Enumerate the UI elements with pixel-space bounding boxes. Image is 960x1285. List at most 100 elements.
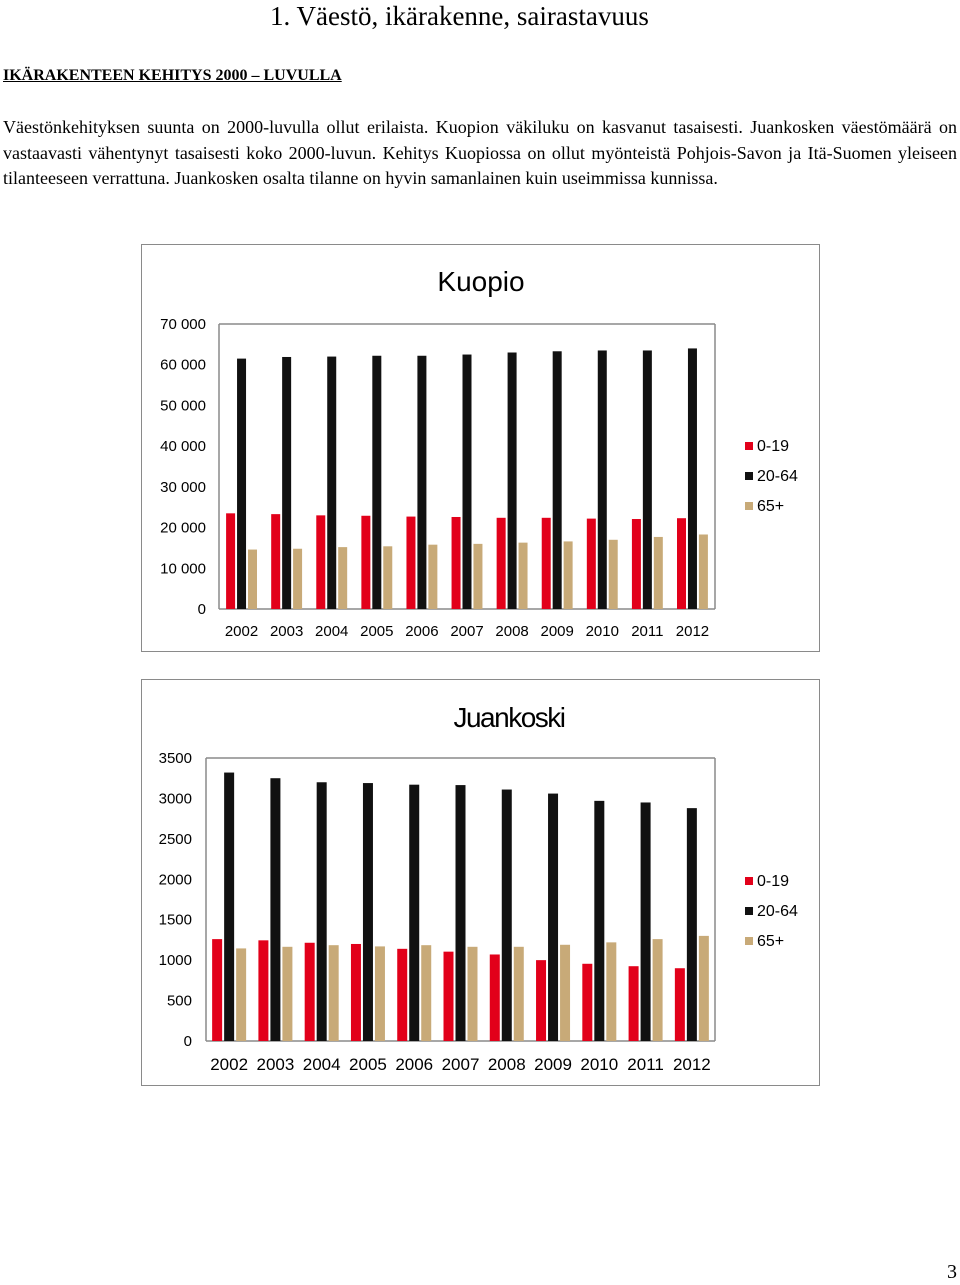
bar-0-19-2004 (304, 942, 315, 1041)
bar-65+-2008 (513, 946, 524, 1041)
bar-20-64-2010 (594, 800, 605, 1041)
legend-swatch-65+ (745, 502, 753, 510)
bar-65+-2004 (328, 945, 339, 1041)
x-tick-label: 2003 (270, 623, 303, 640)
bar-0-19-2008 (489, 954, 500, 1041)
bar-20-64-2011 (642, 350, 652, 609)
bar-20-64-2007 (462, 354, 472, 609)
bar-0-19-2012 (677, 518, 687, 609)
bar-65+-2010 (608, 539, 618, 609)
bar-65+-2003 (293, 548, 303, 609)
bar-65+-2007 (467, 946, 478, 1041)
bar-0-19-2002 (212, 939, 223, 1041)
x-tick-label: 2012 (673, 1055, 711, 1074)
bar-65+-2010 (606, 942, 617, 1041)
bar-0-19-2009 (541, 517, 551, 609)
bar-65+-2005 (374, 946, 385, 1041)
body-paragraph: Väestönkehityksen suunta on 2000-luvulla… (3, 117, 957, 189)
y-tick-label: 70 000 (160, 316, 206, 333)
x-tick-label: 2008 (488, 1055, 526, 1074)
bar-20-64-2009 (552, 351, 562, 609)
bar-20-64-2004 (327, 356, 337, 609)
x-tick-label: 2006 (405, 623, 438, 640)
bar-65+-2011 (652, 939, 663, 1041)
bar-20-64-2006 (409, 784, 420, 1041)
y-tick-label: 60 000 (160, 357, 206, 374)
bar-0-19-2005 (350, 943, 361, 1041)
x-tick-label: 2011 (627, 1055, 664, 1074)
y-tick-label: 50 000 (160, 397, 206, 414)
bar-0-19-2011 (631, 519, 641, 609)
bar-65+-2007 (473, 543, 483, 609)
bar-20-64-2003 (282, 356, 292, 609)
chart-title-kuopio: Kuopio (437, 266, 524, 297)
chart-juankoski: Juankoski 0 500 1000 1500 2000 2500 3000 3500 200… (141, 679, 820, 1086)
page-number: 3 (947, 1261, 957, 1283)
bar-20-64-2003 (270, 778, 281, 1041)
legend-label-20-64: 20-64 (757, 903, 798, 920)
legend-label-0-19: 0-19 (757, 438, 789, 455)
legend-label-65+: 65+ (757, 933, 784, 950)
bar-65+-2003 (282, 946, 293, 1041)
y-tick-label: 10 000 (160, 560, 206, 577)
bar-65+-2011 (653, 536, 663, 609)
bar-65+-2002 (236, 948, 247, 1041)
bar-0-19-2006 (397, 948, 408, 1041)
x-tick-label: 2005 (349, 1055, 387, 1074)
x-tick-label: 2003 (256, 1055, 294, 1074)
bar-65+-2009 (563, 541, 573, 609)
bar-0-19-2003 (258, 940, 269, 1041)
x-tick-label: 2010 (586, 623, 619, 640)
x-tick-label: 2005 (360, 623, 393, 640)
bar-65+-2006 (428, 544, 438, 609)
bar-20-64-2008 (507, 352, 517, 609)
legend-label-65+: 65+ (757, 498, 784, 515)
bar-65+-2005 (383, 546, 393, 609)
chart-title-juankoski: Juankoski (453, 702, 564, 733)
bar-20-64-2004 (316, 782, 327, 1041)
y-tick-label: 0 (184, 1033, 192, 1050)
x-tick-label: 2009 (540, 623, 573, 640)
bar-0-19-2007 (443, 951, 454, 1041)
section-subheading: IKÄRAKENTEEN KEHITYS 2000 – LUVULLA (3, 67, 342, 84)
x-tick-label: 2002 (210, 1055, 248, 1074)
chart-kuopio: Kuopio 0 10 000 20 000 30 000 40 000 50 000 60 … (141, 244, 820, 652)
bar-20-64-2006 (417, 355, 427, 609)
legend-swatch-0-19 (745, 442, 753, 450)
bar-0-19-2011 (628, 966, 639, 1041)
bar-20-64-2012 (687, 348, 697, 609)
x-tick-label: 2002 (225, 623, 258, 640)
bar-0-19-2012 (674, 968, 685, 1041)
bar-20-64-2011 (640, 802, 651, 1041)
bar-20-64-2005 (372, 355, 382, 609)
y-tick-label: 20 000 (160, 520, 206, 537)
chart-juankoski-svg: Juankoski 0 500 1000 1500 2000 2500 3000 3500 200… (159, 702, 798, 1074)
bar-20-64-2002 (224, 772, 235, 1041)
y-tick-label: 1500 (159, 912, 192, 929)
bar-0-19-2010 (582, 963, 593, 1041)
bar-20-64-2009 (548, 793, 559, 1041)
y-tick-label: 2500 (159, 831, 192, 848)
x-tick-label: 2011 (631, 623, 663, 640)
bar-0-19-2002 (226, 513, 236, 609)
x-tick-label: 2006 (395, 1055, 433, 1074)
legend-label-20-64: 20-64 (757, 468, 798, 485)
bar-65+-2006 (421, 945, 432, 1041)
bar-0-19-2009 (536, 960, 547, 1041)
y-tick-label: 3500 (159, 750, 192, 767)
legend-swatch-65+ (745, 937, 753, 945)
bar-20-64-2010 (597, 350, 607, 609)
bar-65+-2012 (698, 534, 708, 609)
bar-20-64-2008 (501, 789, 512, 1041)
x-tick-label: 2007 (442, 1055, 480, 1074)
legend-swatch-20-64 (745, 472, 753, 480)
bar-0-19-2005 (361, 515, 371, 609)
x-tick-label: 2004 (303, 1055, 341, 1074)
y-tick-label: 1000 (159, 952, 192, 969)
bar-0-19-2003 (271, 514, 281, 609)
bar-20-64-2005 (362, 783, 373, 1041)
bar-20-64-2012 (686, 808, 697, 1041)
bar-0-19-2007 (451, 516, 461, 609)
x-tick-label: 2004 (315, 623, 348, 640)
y-tick-label: 500 (167, 993, 192, 1010)
